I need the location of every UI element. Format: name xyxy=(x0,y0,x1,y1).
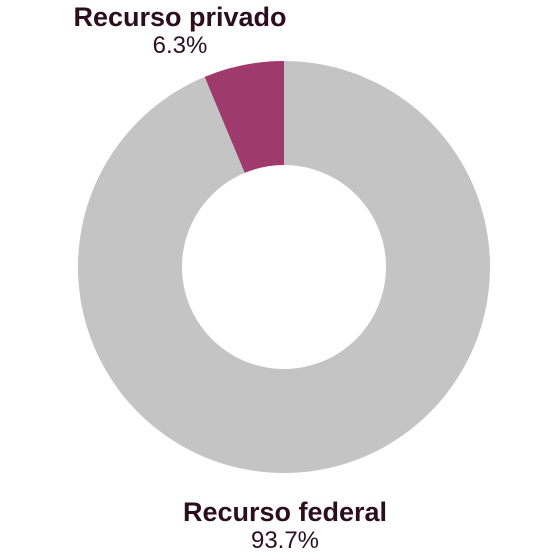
label-recurso-federal: Recurso federal 93.7% xyxy=(150,497,420,555)
slice-label-private: Recurso privado xyxy=(73,2,287,32)
label-recurso-privado: Recurso privado 6.3% xyxy=(50,2,310,60)
slice-value-federal: 93.7% xyxy=(250,527,320,554)
slice-label-federal: Recurso federal xyxy=(182,497,388,527)
donut-slice-private xyxy=(204,61,284,173)
donut-slice-federal xyxy=(78,61,490,473)
slice-value-private: 6.3% xyxy=(152,32,208,59)
